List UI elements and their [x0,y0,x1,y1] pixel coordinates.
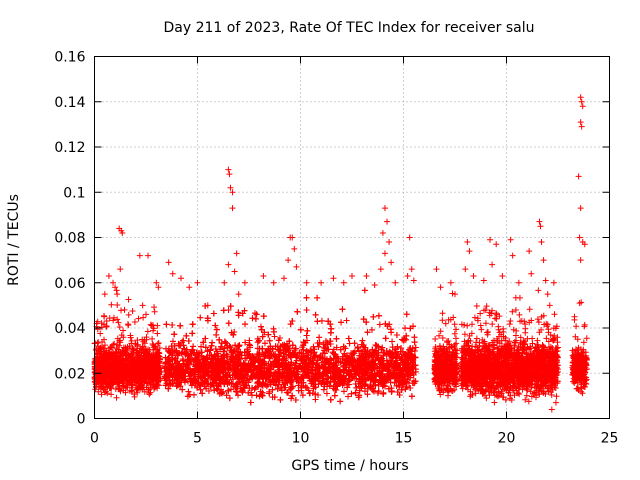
data-point [98,391,105,398]
data-point [361,287,368,294]
data-point [312,396,319,403]
data-point [402,325,409,332]
data-point [314,294,321,301]
data-point [115,319,122,326]
data-point [95,388,102,395]
data-point [343,317,350,324]
data-point [251,310,258,317]
data-point [151,308,158,315]
data-point [323,390,330,397]
data-point [100,312,107,319]
data-point [114,301,121,308]
data-point [139,302,146,309]
data-point [108,301,115,308]
data-point [134,389,141,396]
data-point [315,391,322,398]
data-point [144,328,151,335]
data-point [131,319,138,326]
data-point [151,304,158,311]
grid-lines [94,56,610,419]
data-point [108,391,115,398]
data-point [92,386,99,393]
data-point [149,335,156,342]
data-point [412,344,419,351]
data-point [101,336,108,343]
data-points [91,94,590,413]
data-point [351,340,358,347]
data-point [155,339,162,346]
data-point [116,324,123,331]
data-point [124,321,131,328]
data-point [118,307,125,314]
data-point [120,327,127,334]
data-point [140,314,147,321]
data-point [337,398,344,405]
data-point [225,320,232,327]
data-point [340,388,347,395]
data-point [129,308,136,315]
data-point [94,326,101,333]
data-point [102,342,109,349]
data-point [213,331,220,338]
data-point [110,317,117,324]
data-point [97,330,104,337]
data-point [113,287,120,294]
chart-title: Day 211 of 2023, Rate Of TEC Index for r… [163,20,534,36]
data-point [154,330,161,337]
data-point [389,338,396,345]
data-point [370,313,377,320]
data-point [121,306,128,313]
data-point [141,388,148,395]
data-point [249,315,256,322]
data-point [135,315,142,322]
data-point [226,395,233,402]
data-point [111,340,118,347]
data-point [125,296,132,303]
data-point [113,394,120,401]
data-point [125,311,132,318]
data-point [348,390,355,397]
